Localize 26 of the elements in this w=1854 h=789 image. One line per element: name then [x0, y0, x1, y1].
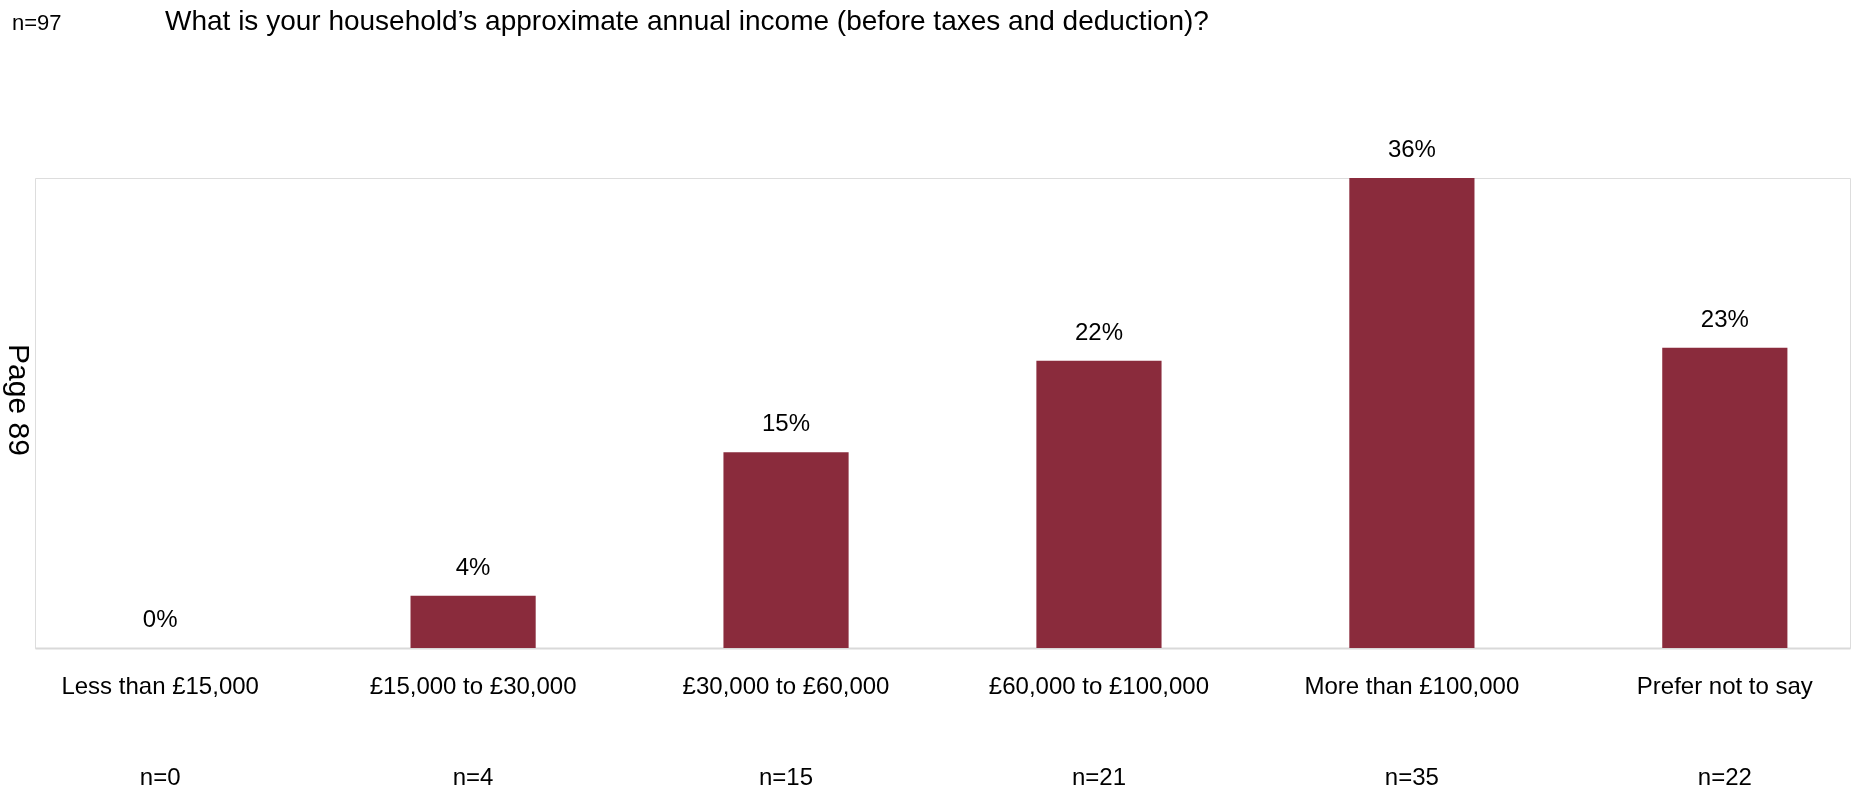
text: n=0 [139, 763, 181, 789]
x-tick-label: £60,000 to £100,000 [988, 671, 1210, 699]
text: n=22 [1697, 763, 1752, 789]
x-tick-label: £15,000 to £30,000 [369, 671, 577, 699]
bar [1349, 178, 1475, 648]
data-label: 22% [1074, 317, 1123, 345]
data-label: 36% [1387, 135, 1436, 162]
data-label: 23% [1700, 304, 1749, 332]
data-label: 15% [762, 409, 811, 437]
annotation: Page 89 [3, 344, 36, 456]
x-tick-label: Prefer not to say [1636, 671, 1813, 699]
bar [410, 595, 536, 648]
text: n=4 [452, 763, 494, 789]
x-tick-label: Less than £15,000 [61, 671, 259, 699]
data-label: 4% [455, 552, 491, 580]
data-label: 0% [142, 605, 178, 632]
bar [1662, 347, 1788, 648]
bar [723, 452, 849, 648]
chart-title: What is your household’s approximate annual income (before taxes and deduction)? [165, 5, 1209, 36]
x-tick-label: £30,000 to £60,000 [682, 671, 890, 699]
text: n=21 [1071, 763, 1126, 789]
text: n=97 [12, 10, 62, 35]
text: n=35 [1384, 763, 1439, 789]
bar [1036, 360, 1162, 648]
x-tick-label: More than £100,000 [1304, 671, 1520, 699]
text: n=15 [759, 763, 814, 789]
